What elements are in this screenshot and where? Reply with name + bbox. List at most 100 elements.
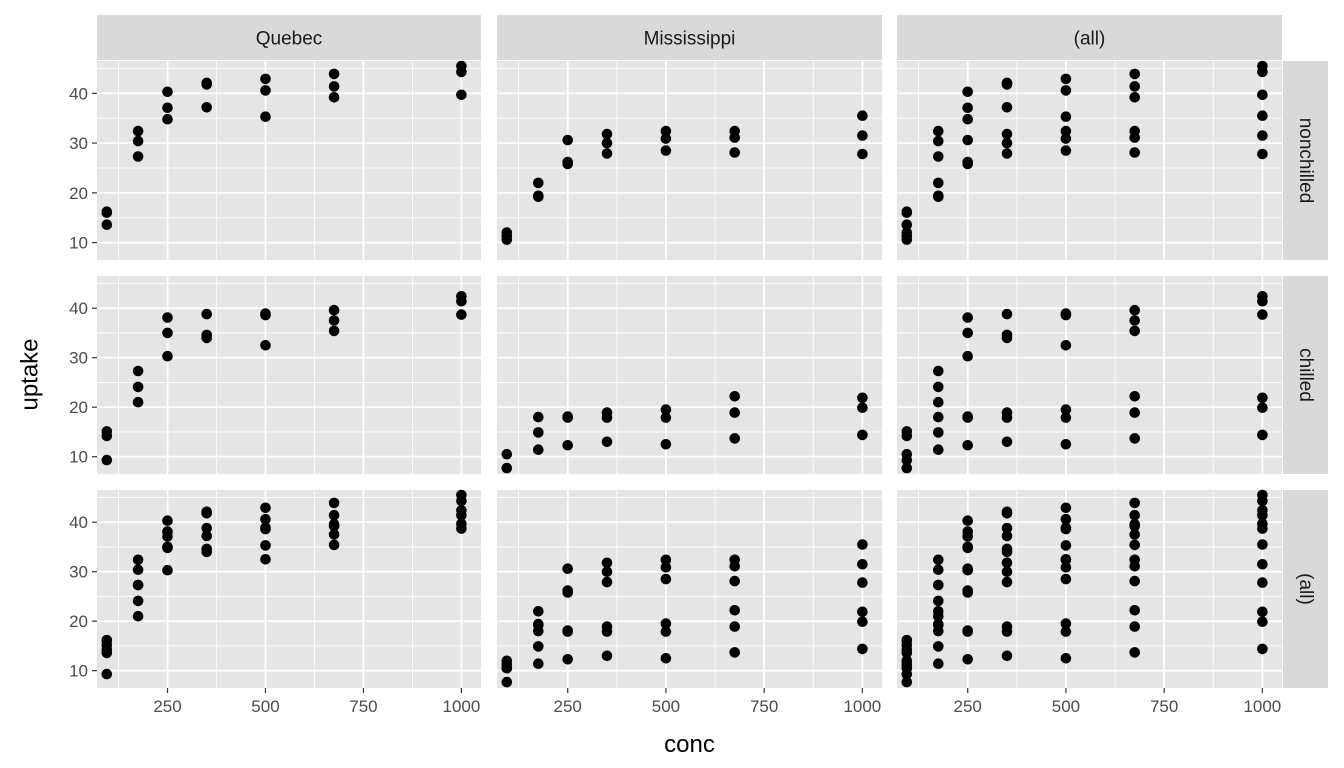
data-point (1001, 102, 1013, 113)
data-point (1060, 133, 1072, 144)
data-point (1060, 522, 1072, 533)
y-tick-label: 30 (69, 134, 88, 153)
data-point (501, 230, 513, 242)
data-point (1257, 606, 1268, 618)
data-point (456, 295, 467, 307)
data-point (857, 539, 868, 550)
data-point (857, 559, 868, 570)
y-tick-label: 10 (69, 234, 88, 253)
data-point (260, 540, 271, 551)
data-point (933, 427, 944, 438)
data-point (1060, 618, 1072, 629)
data-point (1001, 308, 1013, 320)
data-point (962, 327, 973, 339)
data-point (562, 412, 573, 423)
data-point (1001, 576, 1013, 588)
data-point (601, 412, 613, 423)
data-point (1060, 502, 1072, 514)
column-strip (497, 15, 882, 60)
data-point (901, 676, 913, 688)
data-point (132, 135, 144, 147)
data-point (260, 502, 271, 514)
data-point (1001, 626, 1013, 637)
data-point (1129, 315, 1140, 326)
data-point (601, 436, 613, 448)
row-strip (1283, 61, 1328, 260)
data-point (660, 125, 672, 137)
x-tick-label: 250 (554, 697, 582, 716)
panel-quebec-all (97, 489, 481, 688)
data-point (201, 506, 212, 518)
data-point (601, 128, 613, 140)
panel-background (97, 490, 481, 688)
data-point (562, 134, 573, 146)
data-point (260, 308, 271, 319)
data-point (328, 497, 340, 509)
data-point (962, 526, 973, 537)
data-point (533, 190, 544, 202)
data-point (729, 647, 740, 658)
data-point (101, 219, 113, 230)
panel-all-all (897, 489, 1282, 688)
data-point (1129, 529, 1140, 540)
data-point (729, 407, 740, 418)
data-point (1257, 130, 1268, 141)
data-point (933, 135, 944, 147)
data-point (162, 312, 173, 323)
data-point (328, 81, 340, 92)
data-point (328, 304, 340, 316)
data-point (162, 526, 173, 537)
column-strip-label: Quebec (256, 29, 323, 50)
data-point (1129, 621, 1140, 632)
column-strip (897, 15, 1282, 60)
data-point (328, 518, 340, 530)
x-tick-label: 1000 (843, 697, 881, 716)
panel-mississippi-nonchilled (497, 61, 882, 260)
x-tick-label: 500 (652, 697, 680, 716)
data-point (101, 668, 113, 680)
data-point (1257, 559, 1268, 570)
data-point (729, 433, 740, 444)
data-point (1257, 110, 1268, 121)
data-point (132, 564, 144, 575)
data-point (1060, 308, 1072, 319)
data-point (132, 365, 144, 377)
data-point (660, 626, 672, 637)
data-point (533, 658, 544, 669)
data-point (1129, 509, 1140, 521)
data-point (933, 190, 944, 202)
data-point (1129, 647, 1140, 658)
data-point (857, 110, 868, 121)
data-point (328, 325, 340, 337)
data-point (1257, 392, 1268, 404)
data-point (562, 440, 573, 451)
data-point (1257, 402, 1268, 414)
data-point (1060, 573, 1072, 585)
data-point (933, 658, 944, 669)
data-point (1257, 616, 1268, 627)
data-point (1001, 546, 1013, 558)
y-tick-label: 40 (69, 513, 88, 532)
row-strip-label: chilled (1295, 348, 1316, 402)
y-tick-label: 20 (69, 398, 88, 417)
data-point (933, 564, 944, 575)
data-point (1129, 92, 1140, 103)
panel-quebec-nonchilled (97, 60, 481, 260)
data-point (962, 86, 973, 98)
data-point (1060, 404, 1072, 415)
data-point (933, 411, 944, 423)
data-point (933, 606, 944, 617)
data-point (1060, 85, 1072, 96)
data-point (857, 643, 868, 655)
data-point (101, 426, 113, 437)
data-point (1129, 147, 1140, 158)
data-point (533, 606, 544, 617)
data-point (601, 576, 613, 588)
data-point (933, 595, 944, 607)
data-point (201, 102, 212, 113)
data-point (962, 102, 973, 114)
data-point (933, 554, 944, 566)
data-point (1129, 325, 1140, 337)
data-point (1257, 60, 1268, 72)
